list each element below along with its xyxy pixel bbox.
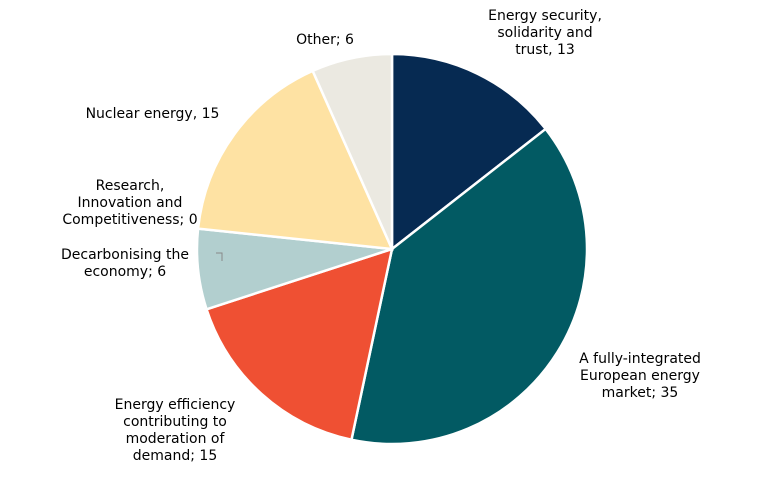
- label-nuclear: Nuclear energy, 15: [85, 106, 220, 122]
- label-integrated-market: A fully-integrated European energy marke…: [579, 351, 701, 401]
- label-other: Other; 6: [296, 32, 354, 48]
- pie-slice-2: [204, 247, 394, 442]
- pie-slice-1: [349, 127, 589, 446]
- pie-slice-6: [311, 52, 394, 250]
- label-research: Research, Innovation and Competitiveness…: [62, 178, 198, 228]
- pie-slice-5: [196, 69, 395, 251]
- label-decarbonising: Decarbonising the economy; 6: [60, 247, 189, 280]
- pie-slice-0: [390, 52, 548, 252]
- leader-line-decarbonising: [216, 252, 223, 261]
- label-energy-efficiency: Energy efficiency contributing to modera…: [114, 397, 236, 464]
- pie-slices: [195, 52, 589, 446]
- label-energy-security: Energy security, solidarity and trust, 1…: [488, 8, 602, 58]
